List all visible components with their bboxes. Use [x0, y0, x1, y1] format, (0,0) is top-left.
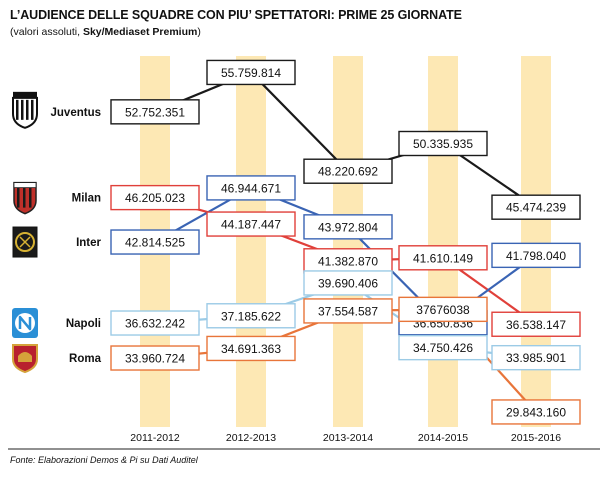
data-label: 48.220.692 — [318, 165, 378, 179]
season-column — [333, 56, 363, 427]
data-label: 36.632.242 — [125, 317, 185, 331]
milan-crest-icon — [13, 181, 37, 215]
x-tick-label: 2015-2016 — [511, 432, 561, 444]
data-label: 37676038 — [416, 303, 470, 317]
legend-label-juventus: Juventus — [51, 107, 102, 119]
chart-title: L’AUDIENCE DELLE SQUADRE CON PIU’ SPETTA… — [10, 8, 462, 22]
data-label-box — [206, 335, 296, 362]
data-label: 37.185.622 — [221, 309, 281, 323]
subtitle-plain: (valori assoluti, — [10, 26, 83, 38]
data-label: 52.752.351 — [125, 105, 185, 119]
data-label: 36.538.147 — [506, 318, 566, 332]
data-label: 41.382.870 — [318, 254, 378, 268]
data-label: 46.205.023 — [125, 191, 185, 205]
season-column — [428, 56, 458, 427]
data-point-napoli: 34.750.426 — [398, 334, 488, 361]
x-tick-label: 2013-2014 — [323, 432, 373, 444]
data-point-roma: 37.554.587 — [303, 298, 393, 324]
source-note: Fonte: Elaborazioni Demos & Pi su Dati A… — [10, 455, 198, 465]
data-label: 43.972.804 — [318, 220, 378, 234]
data-point-roma: 37676038 — [398, 296, 488, 323]
subtitle-bold: Sky/Mediaset Premium — [82, 26, 198, 38]
roma-crest-icon — [12, 344, 38, 374]
data-label: 37.554.587 — [318, 304, 378, 318]
data-point-milan: 46.205.023 — [110, 184, 200, 211]
season-column — [521, 56, 551, 427]
inter-crest-icon — [12, 226, 38, 258]
data-label-box — [206, 211, 296, 237]
data-point-milan: 36.538.147 — [491, 311, 581, 337]
data-point-napoli: 33.985.901 — [491, 344, 581, 371]
data-point-napoli: 36.632.242 — [110, 310, 200, 336]
data-point-milan: 41.382.870 — [303, 248, 393, 274]
data-point-inter: 41.798.040 — [491, 242, 581, 269]
data-label: 39.690.406 — [318, 276, 378, 290]
data-label-box — [398, 245, 488, 271]
data-label: 50.335.935 — [413, 137, 473, 151]
data-label: 55.759.814 — [221, 66, 281, 80]
data-label: 34.691.363 — [221, 342, 281, 356]
data-label-box — [491, 399, 581, 425]
data-label: 42.814.525 — [125, 236, 185, 250]
x-tick-label: 2011-2012 — [130, 432, 180, 444]
data-label: 41.610.149 — [413, 251, 473, 265]
data-label: 33.985.901 — [506, 351, 566, 365]
data-point-roma: 29.843.160 — [491, 399, 581, 425]
season-column — [236, 56, 266, 427]
data-label-box — [491, 311, 581, 337]
data-label: 41.798.040 — [506, 249, 566, 263]
data-label-box — [303, 248, 393, 274]
juventus-crest-icon — [12, 91, 38, 129]
data-label-box — [303, 158, 393, 184]
legend-label-napoli: Napoli — [66, 318, 101, 330]
data-label: 45.474.239 — [506, 201, 566, 215]
data-point-roma: 33.960.724 — [110, 345, 200, 371]
data-label-box — [110, 184, 200, 211]
data-point-roma: 34.691.363 — [206, 335, 296, 362]
data-point-milan: 41.610.149 — [398, 245, 488, 271]
data-label-box — [206, 303, 296, 329]
data-point-juventus: 48.220.692 — [303, 158, 393, 184]
legend-label-milan: Milan — [72, 193, 101, 205]
data-label-box — [110, 229, 200, 255]
data-point-juventus: 52.752.351 — [110, 99, 200, 125]
data-label-box — [303, 214, 393, 240]
data-label-box — [110, 310, 200, 336]
x-tick-label: 2012-2013 — [226, 432, 276, 444]
data-label-box — [110, 99, 200, 125]
data-label-box — [110, 345, 200, 371]
data-label-box — [398, 130, 488, 157]
data-point-milan: 44.187.447 — [206, 211, 296, 237]
data-label-box — [398, 334, 488, 361]
data-label: 34.750.426 — [413, 341, 473, 355]
data-point-inter: 42.814.525 — [110, 229, 200, 255]
data-label-box — [206, 175, 296, 201]
data-point-juventus: 50.335.935 — [398, 130, 488, 157]
data-point-napoli: 37.185.622 — [206, 303, 296, 329]
data-label-box — [303, 298, 393, 324]
data-label-box — [398, 296, 488, 323]
subtitle-close: ) — [197, 26, 201, 38]
data-label-box — [303, 270, 393, 296]
data-label-box — [491, 344, 581, 371]
data-label-box — [491, 194, 581, 220]
legend-label-inter: Inter — [76, 237, 101, 249]
chart-subtitle: (valori assoluti, Sky/Mediaset Premium) — [10, 26, 201, 38]
data-label: 33.960.724 — [125, 352, 185, 366]
data-point-napoli: 39.690.406 — [303, 270, 393, 296]
legend-label-roma: Roma — [69, 353, 102, 365]
data-label-box — [206, 59, 296, 86]
data-label-box — [491, 242, 581, 269]
data-label: 46.944.671 — [221, 181, 281, 195]
data-label: 29.843.160 — [506, 405, 566, 419]
napoli-crest-icon — [12, 308, 38, 339]
data-point-juventus: 45.474.239 — [491, 194, 581, 220]
data-point-inter: 46.944.671 — [206, 175, 296, 201]
data-label: 44.187.447 — [221, 218, 281, 232]
data-point-inter: 43.972.804 — [303, 214, 393, 240]
x-tick-label: 2014-2015 — [418, 432, 468, 444]
data-point-juventus: 55.759.814 — [206, 59, 296, 86]
